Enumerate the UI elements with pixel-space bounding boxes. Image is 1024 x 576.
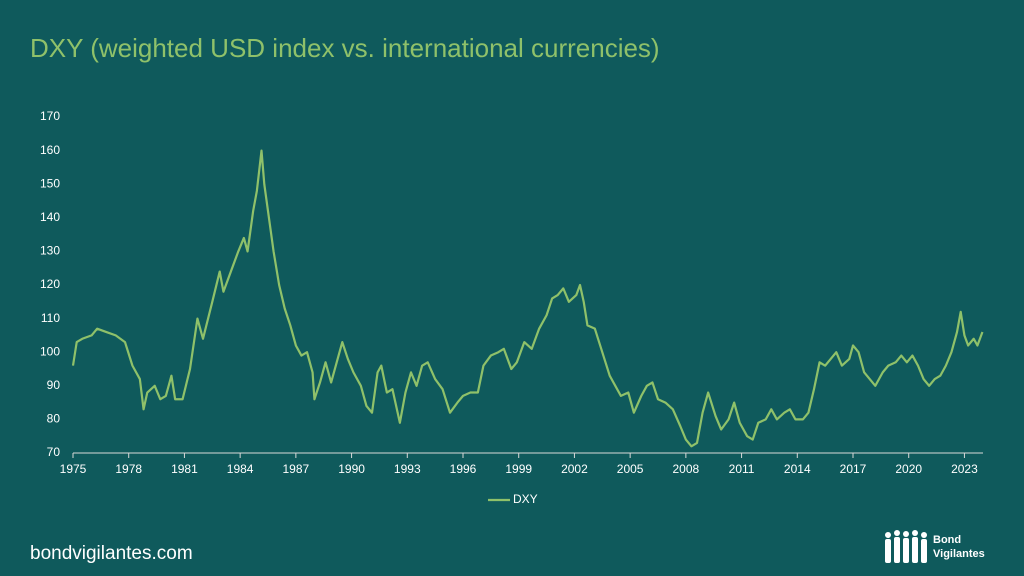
- x-tick-label: 2014: [784, 462, 811, 476]
- x-tick-label: 1975: [60, 462, 87, 476]
- x-tick-label: 2008: [673, 462, 700, 476]
- y-tick-label: 70: [47, 445, 61, 459]
- chart-title: DXY (weighted USD index vs. internationa…: [30, 33, 660, 63]
- x-tick-label: 2017: [840, 462, 867, 476]
- x-tick-label: 2023: [951, 462, 978, 476]
- x-tick-label: 1993: [394, 462, 421, 476]
- logo-text: Bond: [933, 534, 961, 546]
- x-tick-label: 1996: [450, 462, 477, 476]
- y-tick-label: 100: [40, 344, 60, 358]
- footer-site: bondvigilantes.com: [30, 543, 193, 564]
- logo-icon: [885, 530, 927, 563]
- y-tick-label: 120: [40, 277, 60, 291]
- y-tick-label: 90: [47, 378, 61, 392]
- x-tick-label: 2002: [561, 462, 588, 476]
- x-tick-label: 2011: [729, 462, 755, 476]
- y-tick-label: 140: [40, 210, 60, 224]
- y-tick-label: 110: [41, 311, 60, 325]
- x-tick-label: 1990: [338, 462, 365, 476]
- y-tick-label: 160: [40, 143, 60, 157]
- legend-label: DXY: [513, 492, 538, 506]
- y-tick-label: 80: [47, 412, 61, 426]
- x-tick-label: 2020: [895, 462, 922, 476]
- x-tick-label: 1981: [171, 462, 198, 476]
- y-tick-label: 150: [40, 176, 60, 190]
- x-tick-label: 1978: [115, 462, 142, 476]
- data-line: [71, 149, 984, 448]
- x-tick-label: 1987: [283, 462, 310, 476]
- x-tick-label: 2005: [617, 462, 644, 476]
- y-tick-label: 170: [40, 109, 60, 123]
- x-tick-label: 1984: [227, 462, 254, 476]
- y-tick-label: 130: [40, 244, 60, 258]
- logo-text: Vigilantes: [933, 548, 985, 560]
- x-tick-label: 1999: [505, 462, 532, 476]
